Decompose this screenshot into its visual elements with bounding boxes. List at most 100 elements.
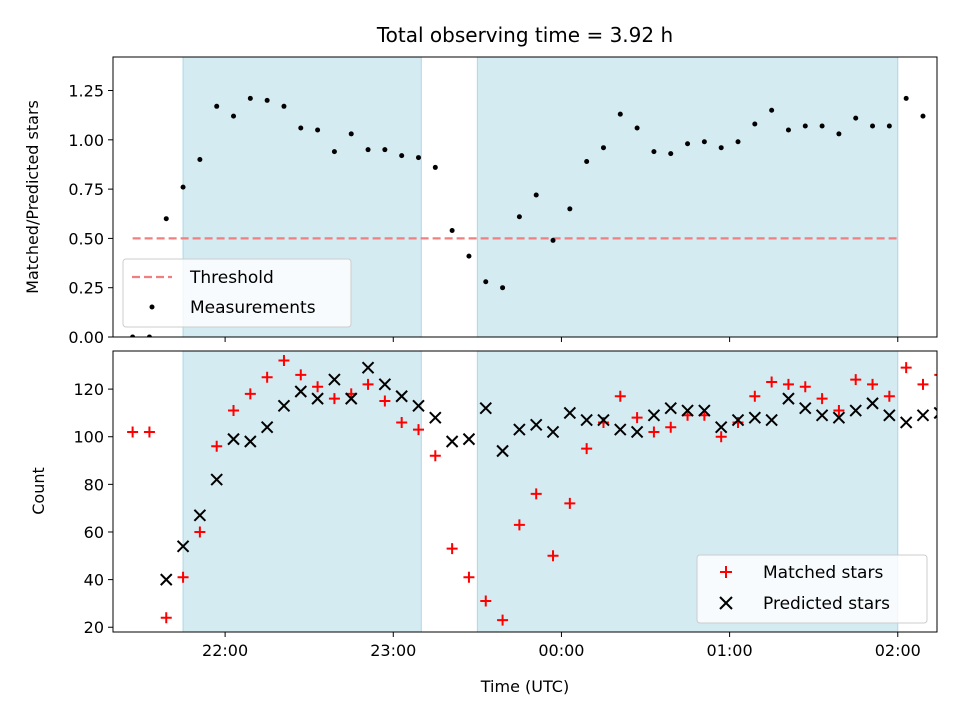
measurements-legend-label: Measurements <box>190 298 316 318</box>
measurements-point <box>651 149 657 155</box>
count-legend-box <box>696 554 928 624</box>
matched-stars-point <box>228 405 240 417</box>
matched-stars-point <box>480 595 492 607</box>
predicted-stars-point <box>277 399 291 412</box>
matched-stars-point <box>917 378 929 390</box>
predicted-stars-point <box>866 397 879 410</box>
predicted-stars-point <box>395 390 408 403</box>
matched-stars-point <box>833 405 845 417</box>
measurements-point <box>331 149 337 155</box>
matched-stars-point <box>530 488 542 500</box>
matched-stars-point <box>446 543 458 555</box>
predicted-stars-point <box>513 423 526 436</box>
matched-stars-legend-label: Matched stars <box>763 563 883 583</box>
matched-stars-point <box>782 378 794 390</box>
matched-stars-point <box>850 374 862 386</box>
predicted-stars-point <box>714 420 728 434</box>
predicted-stars-point <box>210 473 223 486</box>
matched-stars-point <box>766 376 778 388</box>
measurements-point <box>315 127 321 133</box>
matched-stars-point <box>665 421 677 433</box>
matched-stars-point <box>799 381 811 393</box>
measurements-point <box>247 95 253 101</box>
matched-stars-point <box>867 378 879 390</box>
predicted-stars-point <box>597 413 610 427</box>
predicted-stars-point <box>378 378 392 391</box>
predicted-stars-point <box>765 413 778 427</box>
predicted-stars-point <box>647 409 661 422</box>
predicted-stars-point <box>614 423 627 436</box>
x-axis-label: Time (UTC) <box>480 677 569 696</box>
predicted-stars-point <box>479 401 492 415</box>
measurements-point <box>214 103 220 109</box>
predicted-stars-point <box>412 399 425 412</box>
measurements-point <box>920 113 926 119</box>
matched-stars-point <box>749 390 761 402</box>
predicted-stars-point <box>361 361 375 374</box>
matched-stars-point <box>648 426 660 438</box>
matched-stars-point <box>547 550 559 562</box>
matched-stars-point <box>564 497 576 509</box>
measurements-point <box>483 279 489 285</box>
measurements-legend-swatch <box>149 304 155 310</box>
measurements-point <box>180 184 186 190</box>
predicted-stars-point <box>445 435 459 448</box>
measurements-point <box>466 253 472 259</box>
predicted-stars-point <box>311 392 324 405</box>
ratio-panel: 0.00 0.25 0.50 0.75 1.00 1.25 Matched/Predict… <box>23 56 938 347</box>
y-tick-label: 60 <box>84 523 104 542</box>
measurements-point <box>348 131 354 137</box>
matched-stars-point <box>463 571 475 583</box>
matched-stars-point <box>278 355 290 367</box>
measurements-point <box>819 123 825 129</box>
measurements-point <box>298 125 304 131</box>
measurements-point <box>533 192 539 198</box>
matched-stars-point <box>412 424 424 436</box>
measurements-point <box>382 147 388 153</box>
measurements-point <box>836 131 842 137</box>
matched-stars-point <box>900 362 912 374</box>
measurements-point <box>399 153 405 159</box>
matched-stars-point <box>295 369 307 381</box>
matched-stars-point <box>194 526 206 538</box>
measurements-point <box>146 334 152 337</box>
x-tick-label: 00:00 <box>538 641 584 660</box>
y-tick-label: 80 <box>84 475 104 494</box>
matched-stars-point <box>362 378 374 390</box>
measurements-point <box>567 206 573 212</box>
measurements-point <box>701 139 707 145</box>
measurements-point <box>516 214 522 220</box>
predicted-stars-point <box>832 411 846 424</box>
y-tick-label: 1.00 <box>68 131 104 150</box>
matched-stars-point <box>951 376 960 387</box>
measurements-point <box>365 147 371 153</box>
matched-stars-point <box>261 371 273 383</box>
matched-stars-point <box>883 390 895 402</box>
y-tick-label: 120 <box>73 380 104 399</box>
measurements-point <box>231 113 237 119</box>
measurements-point <box>802 123 808 129</box>
measurements-point <box>415 155 421 161</box>
predicted-stars-point <box>429 411 442 424</box>
matched-stars-point <box>127 426 139 438</box>
y-tick-label: 20 <box>84 618 104 637</box>
chart-title: Total observing time = 3.92 h <box>376 23 673 47</box>
measurements-point <box>718 145 724 151</box>
measurements-point <box>769 107 775 113</box>
matched-stars-point <box>631 412 643 424</box>
y-tick-label: 40 <box>84 571 104 590</box>
matched-stars-point <box>614 390 626 402</box>
predicted-stars-point <box>916 409 930 422</box>
measurements-point <box>264 97 270 103</box>
matched-stars-point <box>143 426 155 438</box>
measurements-point <box>903 95 909 101</box>
measurements-point <box>870 123 876 129</box>
predicted-stars-point <box>193 509 207 522</box>
measurements-point <box>432 164 438 170</box>
matched-stars-point <box>211 440 223 452</box>
matched-stars-point <box>429 450 441 462</box>
predicted-stars-point <box>546 425 560 439</box>
measurements-point <box>634 125 640 131</box>
ratio-axis-ticks: 0.00 0.25 0.50 0.75 1.00 1.25 <box>68 82 899 347</box>
